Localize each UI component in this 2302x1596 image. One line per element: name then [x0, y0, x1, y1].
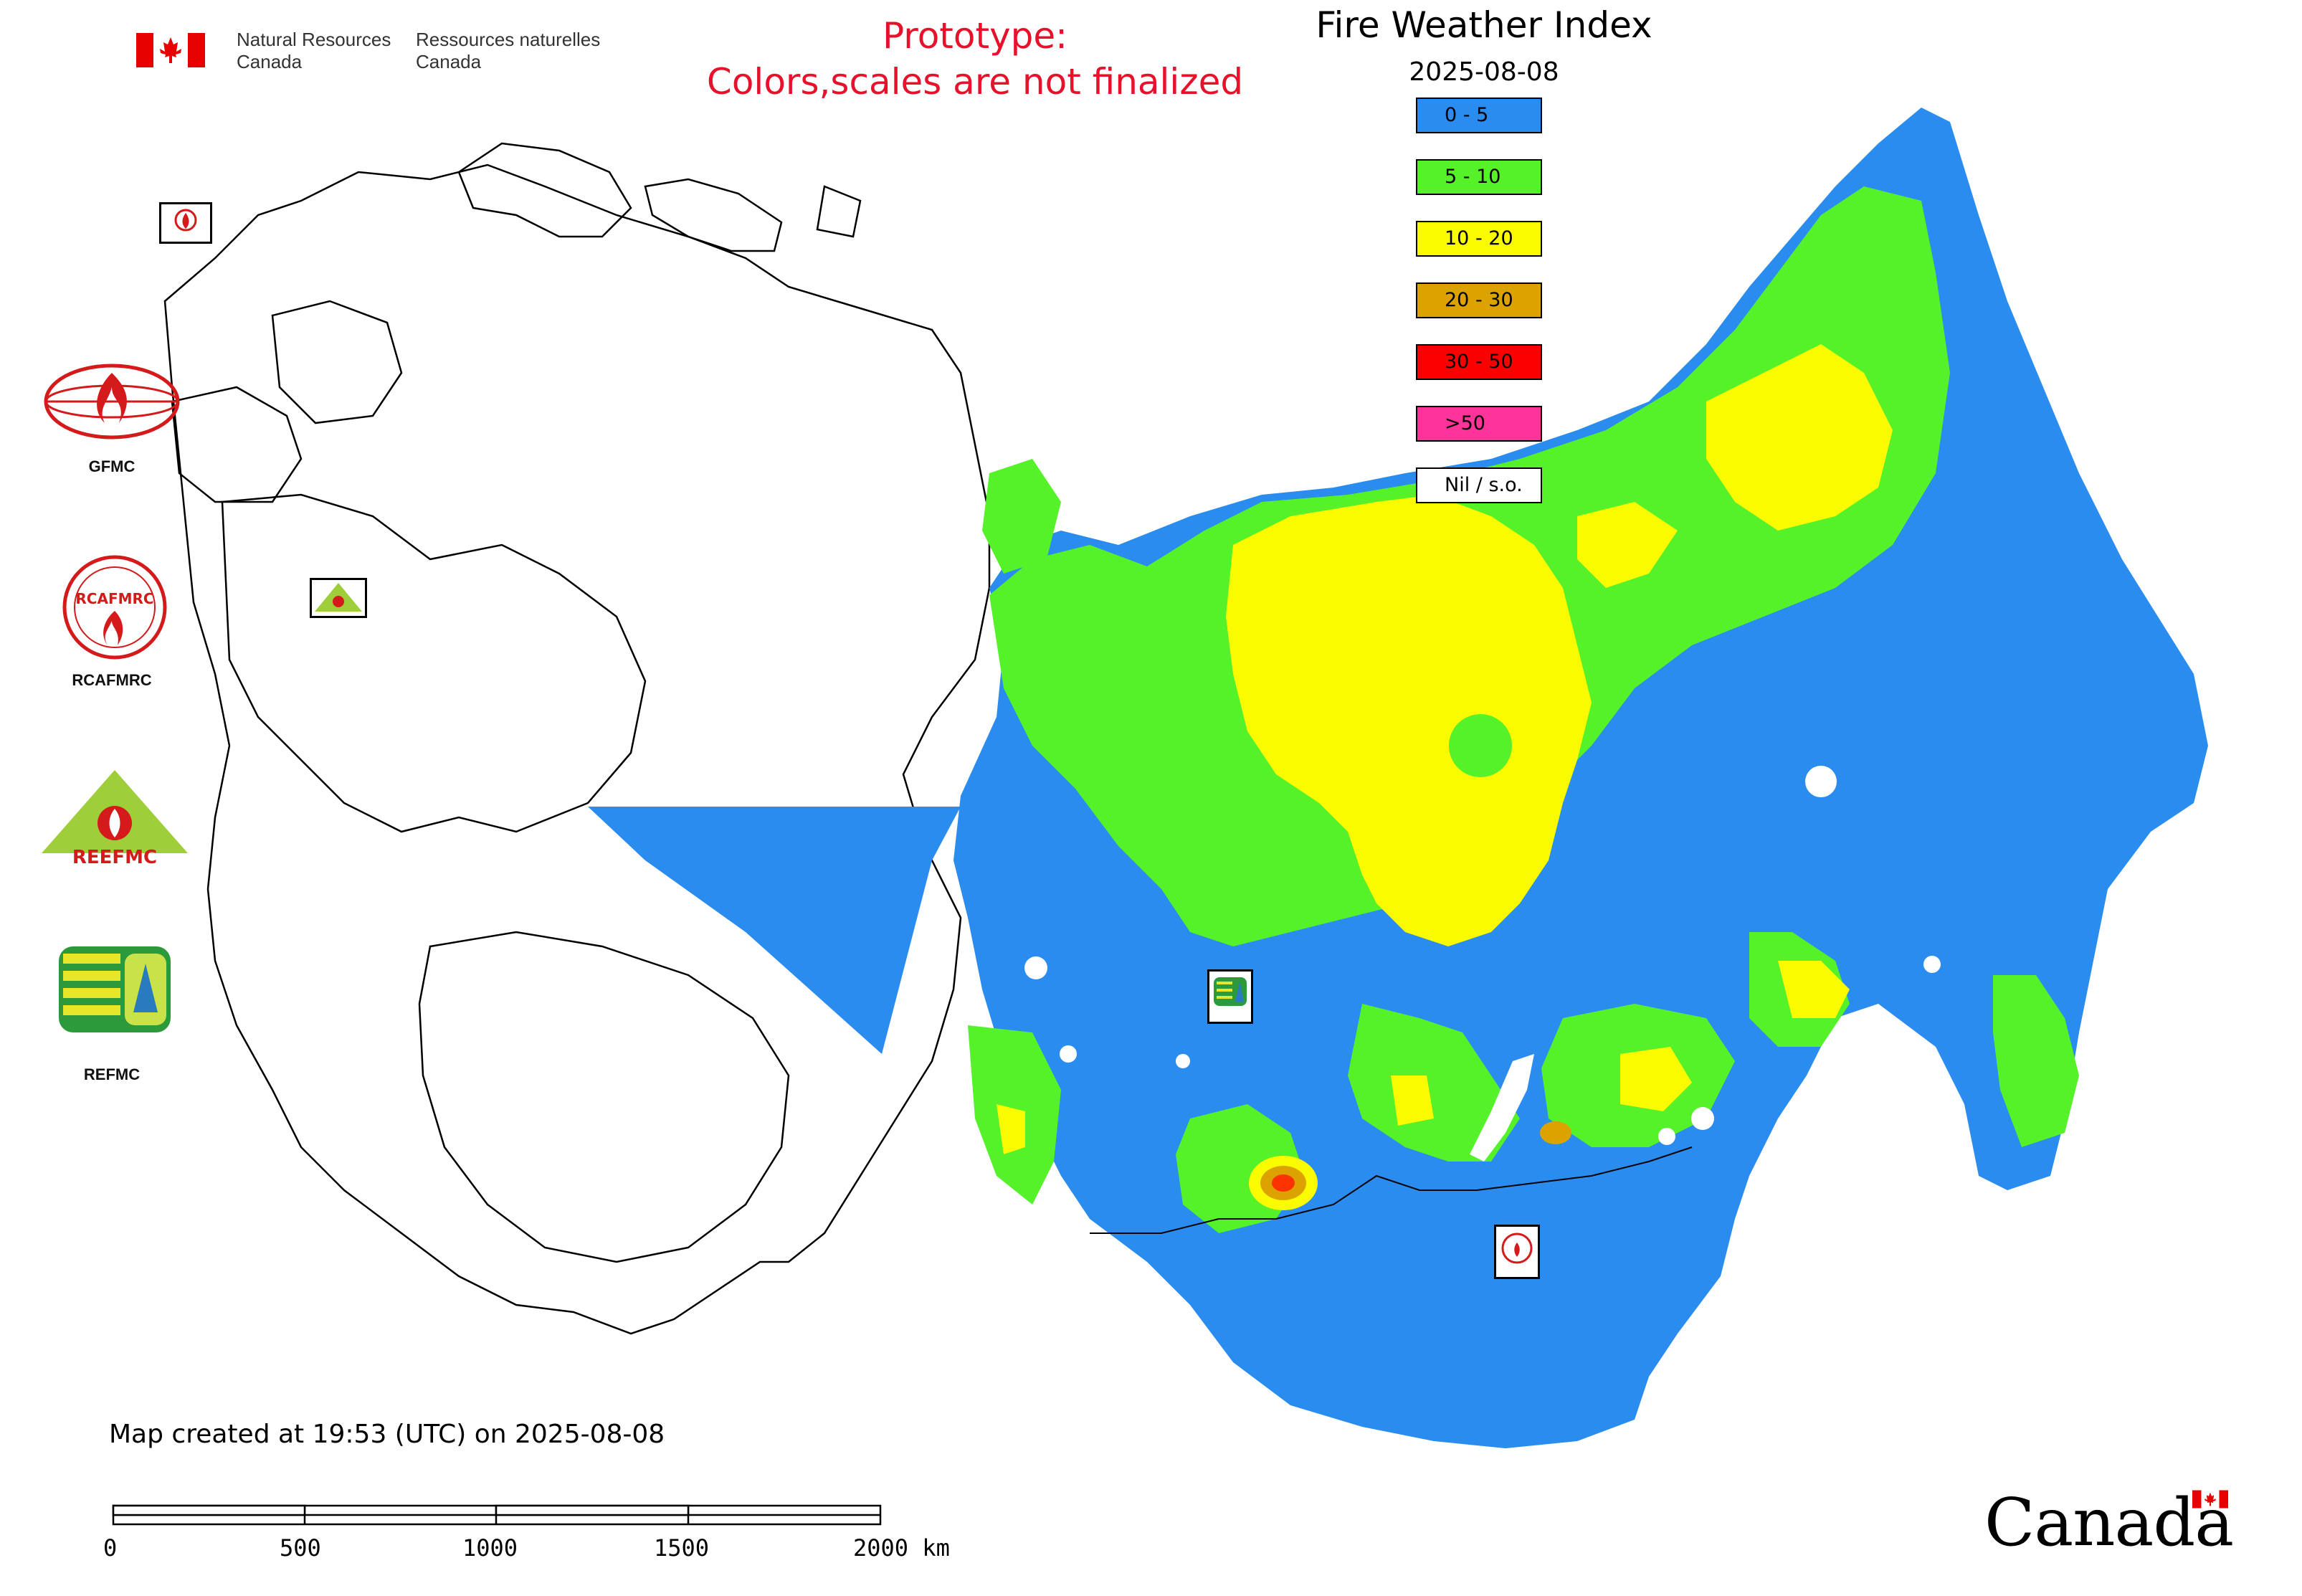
map-marker-reefmc[interactable]: [310, 578, 367, 618]
scale-label: 1000: [462, 1534, 518, 1562]
fwi-coverage-area: [588, 108, 2208, 1448]
department-name-en: Natural Resources Canada: [237, 29, 391, 72]
scale-label: 1500: [654, 1534, 710, 1562]
scale-label: 0: [103, 1534, 118, 1562]
department-name-fr: Ressources naturelles Canada: [416, 29, 601, 72]
reefmc-logo-icon: REEFMC: [42, 770, 188, 868]
reefmc-logo-text: REEFMC: [72, 847, 157, 868]
legend-item: 10 - 20: [1416, 221, 1542, 257]
org-label-gfmc: GFMC: [88, 457, 135, 475]
map-marker-refmc[interactable]: [1207, 969, 1253, 1024]
legend-item: 30 - 50: [1416, 344, 1542, 380]
scale-label: 500: [280, 1534, 321, 1562]
map-created-timestamp: Map created at 19:53 (UTC) on 2025-08-08: [109, 1420, 665, 1449]
scale-bar: [112, 1504, 882, 1526]
legend-item: >50: [1416, 406, 1542, 442]
nrcan-signature: Natural Resources Canada Ressources natu…: [136, 27, 624, 77]
rcafmrc-marker-icon: [1501, 1232, 1533, 1264]
reefmc-marker-icon: [315, 583, 362, 612]
svg-text:RCAFMRC: RCAFMRC: [75, 590, 153, 607]
map-marker-rcafmrc[interactable]: [1494, 1225, 1540, 1279]
map-date: 2025-08-08: [1409, 57, 1559, 87]
gfmc-marker-icon: [174, 209, 197, 232]
legend-item: 20 - 30: [1416, 282, 1542, 318]
canada-wordmark: Canada: [1984, 1484, 2234, 1561]
org-label-refmc: REFMC: [83, 1065, 141, 1083]
canada-flag-icon: [136, 33, 205, 67]
org-label-rcafmrc: RCAFMRC: [72, 671, 152, 689]
legend-item: 0 - 5: [1416, 98, 1542, 133]
gfmc-logo-icon: [44, 364, 180, 440]
prototype-notice: Prototype: Colors,scales are not finaliz…: [706, 15, 1244, 103]
legend-item: 5 - 10: [1416, 159, 1542, 195]
map-title: Fire Weather Index: [1316, 4, 1652, 46]
rcafmrc-logo-icon: RCAFMRC: [62, 555, 167, 660]
wordmark-flag-icon: [2192, 1490, 2228, 1509]
refmc-marker-icon: [1214, 977, 1247, 1006]
map-marker-gfmc[interactable]: [159, 202, 212, 244]
scale-label: 2000 km: [853, 1534, 950, 1562]
country-outlines: [163, 142, 991, 1335]
border-lines: [1090, 1146, 1693, 1234]
legend-item: Nil / s.o.: [1416, 467, 1542, 503]
refmc-logo-icon: [59, 946, 171, 1032]
